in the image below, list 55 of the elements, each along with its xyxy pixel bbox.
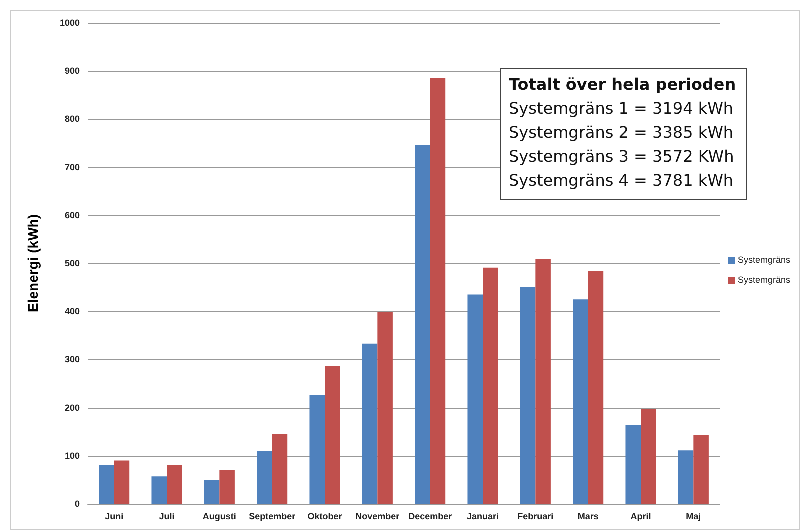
bar: [641, 409, 656, 504]
bar: [310, 395, 325, 504]
bar: [415, 145, 430, 504]
x-tick-label: Oktober: [308, 512, 343, 522]
bar: [362, 344, 378, 504]
annotation: Systemgräns 4 = 3781 kWh: [509, 170, 735, 192]
bar: [430, 78, 446, 504]
x-tick-label: Januari: [466, 512, 500, 522]
x-tick-label: Februari: [518, 512, 554, 522]
bar: [272, 434, 288, 504]
x-tick-label: April: [630, 512, 652, 522]
annotation: Systemgräns 1 = 3194 kWh: [509, 98, 735, 120]
x-tick-label: Augusti: [202, 512, 236, 522]
x-tick-label: Juni: [105, 512, 124, 522]
y-tick-label: 400: [64, 306, 80, 317]
x-tick-label: September: [249, 512, 296, 522]
bar: [626, 425, 641, 504]
bar: [678, 450, 694, 504]
bar: [114, 460, 130, 504]
x-tick-label: November: [356, 512, 400, 522]
x-tick-label: Mars: [578, 512, 599, 522]
bar: [167, 465, 182, 504]
bar: [99, 466, 114, 504]
legend-label: Systemgräns: [738, 255, 791, 265]
y-axis-title: Elenergi (kWh): [25, 214, 41, 313]
bar: [152, 476, 167, 504]
bar: [257, 451, 272, 504]
bar: [204, 480, 220, 504]
annotation: Totalt över hela perioden: [509, 74, 736, 96]
y-tick-label: 200: [64, 402, 80, 413]
y-tick-label: 700: [64, 162, 80, 172]
x-tick-label: Juli: [159, 512, 175, 522]
y-tick-label: 300: [64, 354, 80, 365]
y-tick-label: 500: [64, 258, 80, 268]
bar: [694, 435, 709, 504]
y-tick-label: 800: [64, 114, 80, 124]
x-tick-label: Maj: [686, 512, 702, 522]
annotation: Systemgräns 2 = 3385 kWh: [509, 122, 735, 144]
bar: [573, 300, 588, 504]
bar: [483, 268, 498, 504]
bar: [325, 366, 340, 504]
bar: [588, 271, 604, 504]
y-tick-label: 600: [64, 210, 80, 220]
legend-label: Systemgräns: [738, 275, 791, 285]
y-tick-label: 0: [74, 499, 80, 509]
y-tick-label: 1000: [60, 18, 80, 28]
y-tick-label: 100: [64, 450, 80, 461]
bar: [520, 287, 536, 504]
x-tick-label: December: [408, 512, 453, 522]
bar: [468, 294, 483, 504]
bar: [378, 312, 393, 504]
bar: [220, 470, 235, 504]
y-tick-label: 900: [64, 66, 80, 76]
annotation: Systemgräns 3 = 3572 KWh: [509, 146, 736, 168]
bar: [536, 259, 551, 504]
